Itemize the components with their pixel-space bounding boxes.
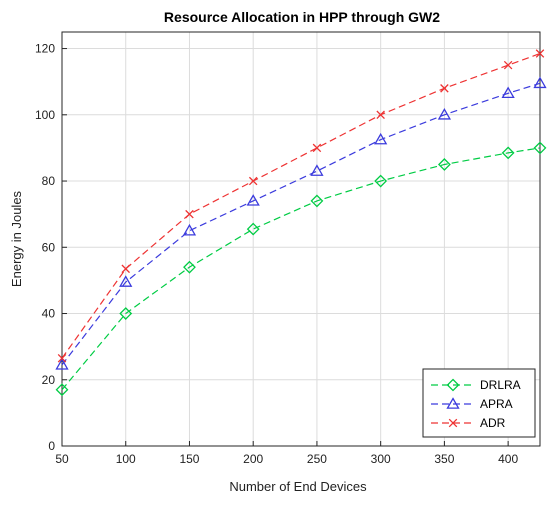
series-line-adr xyxy=(61,52,541,359)
data-point-adr xyxy=(121,264,130,274)
x-tick-label: 300 xyxy=(371,452,391,466)
data-point-adr xyxy=(312,143,322,153)
legend-marker-adr xyxy=(448,418,458,428)
y-tick-label: 20 xyxy=(42,373,56,387)
axis-ticks: 50 100 150 200 250 300 350 400 0 20 40 60 80 100 120 xyxy=(35,42,518,466)
legend-label-apra: APRA xyxy=(480,397,513,411)
legend-marker-drlra xyxy=(446,378,460,392)
y-tick-label: 80 xyxy=(42,174,56,188)
x-tick-label: 200 xyxy=(243,452,263,466)
data-point-apra xyxy=(119,275,133,287)
legend-label-drlra: DRLRA xyxy=(480,378,521,392)
y-axis-label: Energy in Joules xyxy=(9,190,24,287)
data-point-drlra xyxy=(119,307,133,320)
x-axis-label: Number of End Devices xyxy=(229,479,367,494)
data-point-apra xyxy=(437,107,452,120)
series-adr xyxy=(57,49,545,363)
data-point-apra xyxy=(310,164,324,176)
series-lines xyxy=(55,49,547,397)
data-point-drlra xyxy=(533,141,547,155)
y-tick-label: 0 xyxy=(48,439,55,453)
data-point-apra xyxy=(182,223,197,236)
legend: DRLRA APRA ADR xyxy=(422,368,536,438)
legend-label-adr: ADR xyxy=(480,416,506,430)
y-tick-label: 100 xyxy=(35,108,55,122)
data-point-drlra xyxy=(310,194,324,208)
data-point-drlra xyxy=(246,222,260,236)
data-point-apra xyxy=(246,194,260,206)
y-tick-label: 60 xyxy=(42,240,56,254)
data-point-adr xyxy=(503,60,513,70)
data-point-apra xyxy=(501,86,515,99)
data-point-drlra xyxy=(55,383,69,397)
legend-box xyxy=(422,368,536,438)
series-apra xyxy=(55,76,547,370)
y-tick-label: 40 xyxy=(42,307,56,321)
x-tick-label: 250 xyxy=(307,452,327,466)
data-point-adr xyxy=(535,49,545,58)
x-tick-label: 350 xyxy=(434,452,454,466)
y-tick-label: 120 xyxy=(35,42,55,56)
data-point-drlra xyxy=(437,158,451,171)
x-tick-label: 50 xyxy=(55,452,69,466)
series-line-drlra xyxy=(61,147,541,391)
x-tick-label: 100 xyxy=(116,452,136,466)
data-point-drlra xyxy=(183,260,196,274)
x-tick-label: 400 xyxy=(498,452,518,466)
series-line-apra xyxy=(61,82,541,366)
data-point-apra xyxy=(533,76,547,89)
data-point-adr xyxy=(57,353,67,363)
x-tick-label: 150 xyxy=(179,452,199,466)
chart-title: Resource Allocation in HPP through GW2 xyxy=(164,9,440,25)
plot-area-border xyxy=(61,31,541,447)
legend-marker-apra xyxy=(446,397,460,409)
data-point-apra xyxy=(55,358,69,370)
data-point-apra xyxy=(374,132,388,145)
data-point-adr xyxy=(185,209,194,219)
data-point-adr xyxy=(248,176,258,186)
data-point-adr xyxy=(376,110,385,120)
series-drlra xyxy=(55,141,547,397)
data-point-drlra xyxy=(501,146,515,160)
grid xyxy=(61,32,540,447)
data-point-drlra xyxy=(374,174,388,188)
data-point-adr xyxy=(440,84,449,93)
